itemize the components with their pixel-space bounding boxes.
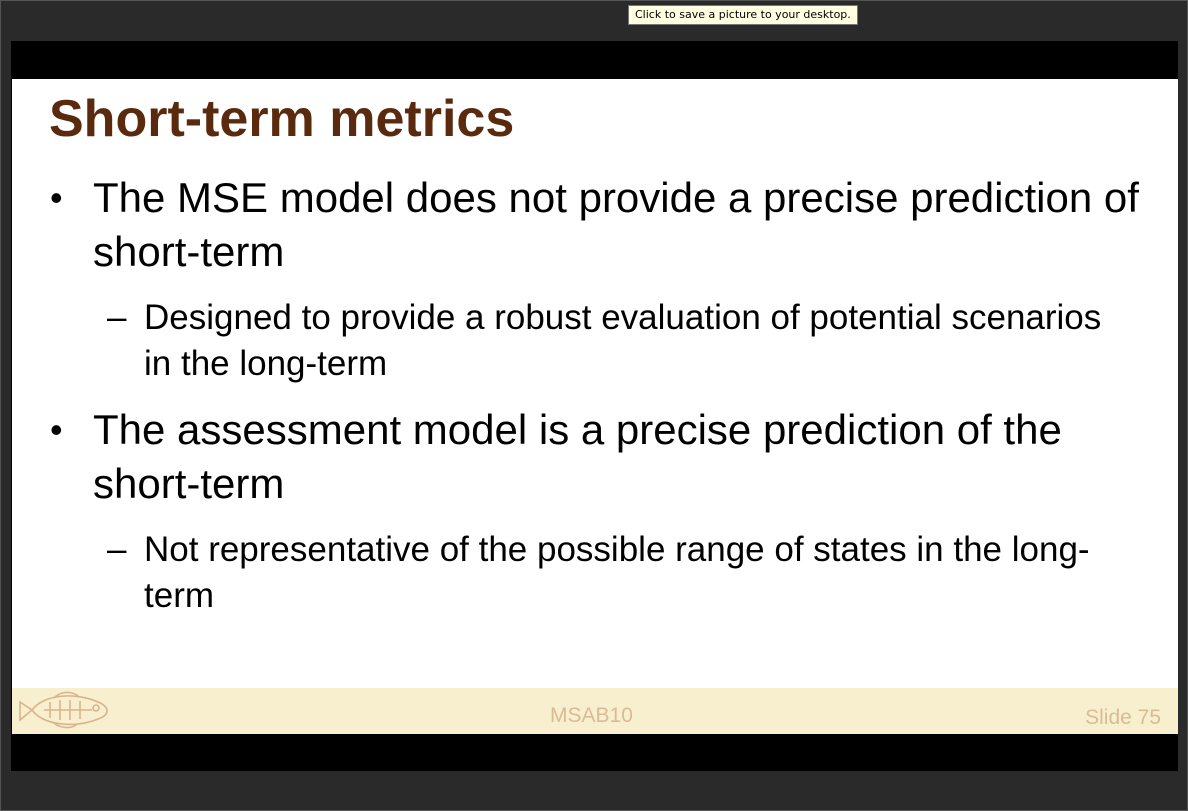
sub-bullet-item: – Designed to provide a robust evaluatio… — [12, 295, 1178, 387]
slide[interactable]: Short-term metrics • The MSE model does … — [12, 79, 1178, 734]
bullet-text: The assessment model is a precise predic… — [93, 406, 1062, 507]
bullet-spacer — [12, 387, 1178, 403]
sub-bullet-text: Designed to provide a robust evaluation … — [144, 298, 1102, 383]
bullet-marker: • — [50, 409, 63, 450]
bullet-item: • The assessment model is a precise pred… — [12, 403, 1178, 511]
bullet-item: • The MSE model does not provide a preci… — [12, 171, 1178, 279]
slide-number: Slide 75 — [1085, 706, 1161, 729]
sub-bullet-marker: – — [107, 298, 127, 337]
fish-icon — [19, 691, 108, 729]
footer-label: MSAB10 — [550, 704, 633, 727]
slide-frame: Short-term metrics • The MSE model does … — [11, 41, 1178, 771]
bullet-marker: • — [50, 177, 63, 218]
save-picture-tooltip: Click to save a picture to your desktop. — [628, 5, 858, 25]
sub-bullet-marker: – — [107, 530, 127, 569]
slide-title: Short-term metrics — [49, 90, 515, 148]
bullet-list: • The MSE model does not provide a preci… — [12, 171, 1178, 619]
sub-bullet-item: – Not representative of the possible ran… — [12, 527, 1178, 619]
bullet-text: The MSE model does not provide a precise… — [93, 174, 1139, 275]
sub-bullet-text: Not representative of the possible range… — [144, 530, 1090, 615]
slide-footer: MSAB10 Slide 75 — [12, 688, 1178, 734]
